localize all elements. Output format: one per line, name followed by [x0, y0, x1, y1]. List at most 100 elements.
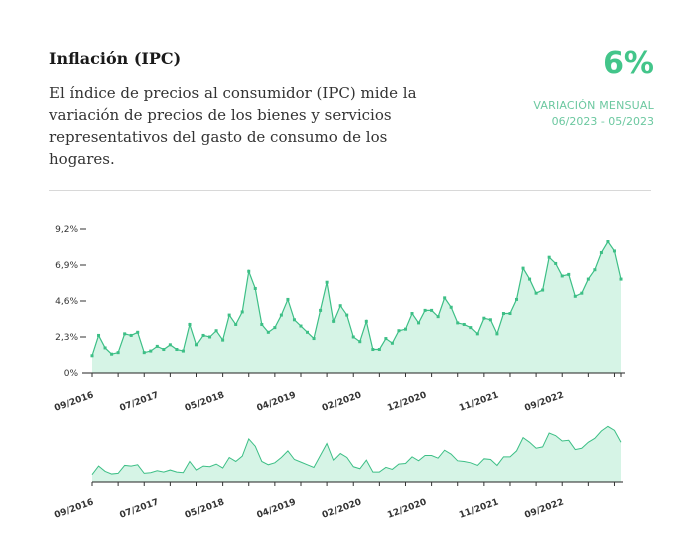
- data-point: [312, 337, 316, 341]
- data-point: [521, 266, 525, 270]
- data-point: [482, 316, 486, 320]
- data-point: [606, 240, 610, 244]
- chart-title: Inflación (IPC): [49, 49, 182, 68]
- data-point: [351, 335, 355, 339]
- y-tick-label: 4,6%: [55, 297, 78, 307]
- data-point: [430, 308, 434, 312]
- data-point: [162, 348, 166, 352]
- data-point: [475, 332, 479, 336]
- data-point: [149, 349, 153, 353]
- data-point: [547, 255, 551, 259]
- data-point: [515, 297, 519, 301]
- main-area-fill: [92, 241, 621, 373]
- data-point: [560, 274, 564, 278]
- main-x-tick-label: 07/2017: [119, 390, 161, 413]
- y-tick-label: 9,2%: [55, 225, 78, 235]
- overview-x-tick-label: 09/2022: [523, 497, 565, 520]
- overview-x-tick-label: 09/2016: [53, 497, 95, 520]
- data-point: [436, 315, 440, 319]
- data-point: [201, 333, 205, 337]
- data-point: [443, 296, 447, 300]
- data-point: [528, 277, 532, 281]
- data-point: [181, 349, 185, 353]
- data-point: [417, 321, 421, 325]
- data-point: [247, 269, 251, 273]
- monthly-variation-period: 06/2023 - 05/2023: [551, 115, 654, 128]
- data-point: [142, 351, 146, 355]
- main-x-tick-label: 05/2018: [184, 390, 226, 413]
- data-point: [175, 348, 179, 352]
- main-x-tick-label: 04/2019: [256, 390, 298, 413]
- data-point: [619, 277, 623, 281]
- main-x-tick-label: 12/2020: [386, 390, 428, 413]
- data-point: [462, 322, 466, 326]
- data-point: [358, 340, 362, 344]
- data-point: [338, 304, 342, 308]
- data-point: [541, 288, 545, 292]
- main-x-tick-label: 02/2020: [321, 390, 363, 413]
- data-point: [397, 329, 401, 333]
- data-point: [423, 308, 427, 312]
- overview-x-tick-label: 11/2021: [458, 497, 500, 520]
- data-point: [103, 346, 107, 350]
- main-x-tick-label: 09/2016: [53, 390, 95, 413]
- data-point: [136, 330, 140, 334]
- data-point: [279, 313, 283, 317]
- overview-x-tick-label: 04/2019: [256, 497, 298, 520]
- main-x-tick-label: 11/2021: [458, 390, 500, 413]
- overview-x-tick-label: 07/2017: [119, 497, 161, 520]
- overview-x-tick-label: 05/2018: [184, 497, 226, 520]
- data-point: [586, 277, 590, 281]
- monthly-variation-value: 6%: [603, 46, 654, 81]
- data-point: [240, 310, 244, 314]
- data-point: [286, 297, 290, 301]
- data-point: [456, 321, 460, 325]
- data-point: [227, 313, 231, 317]
- data-point: [534, 291, 538, 295]
- data-point: [155, 344, 159, 348]
- data-point: [371, 348, 375, 352]
- y-tick-label: 0%: [64, 369, 79, 379]
- data-point: [188, 322, 192, 326]
- data-point: [403, 327, 407, 331]
- data-point: [194, 343, 198, 347]
- data-point: [214, 329, 218, 333]
- data-point: [345, 313, 349, 317]
- data-point: [123, 332, 127, 336]
- data-point: [97, 333, 101, 337]
- monthly-variation-label: VARIACIÓN MENSUAL: [533, 99, 654, 112]
- overview-series-line: [91, 425, 622, 476]
- data-point: [306, 330, 310, 334]
- y-tick-label: 2,3%: [55, 333, 78, 343]
- data-point: [508, 312, 512, 316]
- data-point: [567, 272, 571, 276]
- data-point: [364, 319, 368, 323]
- y-tick-label: 6,9%: [55, 261, 78, 271]
- data-point: [253, 286, 257, 290]
- data-point: [208, 335, 212, 339]
- data-point: [90, 354, 94, 358]
- data-point: [273, 326, 277, 330]
- data-point: [390, 341, 394, 345]
- data-point: [593, 268, 597, 272]
- data-point: [129, 333, 133, 337]
- data-point: [299, 324, 303, 328]
- data-point: [495, 332, 499, 336]
- data-point: [377, 348, 381, 352]
- main-x-tick-label: 09/2022: [523, 390, 565, 413]
- data-point: [332, 319, 336, 323]
- data-point: [449, 305, 453, 309]
- data-point: [580, 291, 584, 295]
- overview-x-tick-label: 12/2020: [386, 497, 428, 520]
- data-point: [554, 261, 558, 265]
- data-point: [488, 318, 492, 322]
- data-point: [501, 312, 505, 316]
- chart-description: El índice de precios al consumidor (IPC)…: [49, 84, 417, 168]
- overview-area-fill: [92, 426, 621, 482]
- data-point: [469, 326, 473, 330]
- data-point: [573, 294, 577, 298]
- data-point: [221, 338, 225, 342]
- data-point: [292, 318, 296, 322]
- data-point: [410, 312, 414, 316]
